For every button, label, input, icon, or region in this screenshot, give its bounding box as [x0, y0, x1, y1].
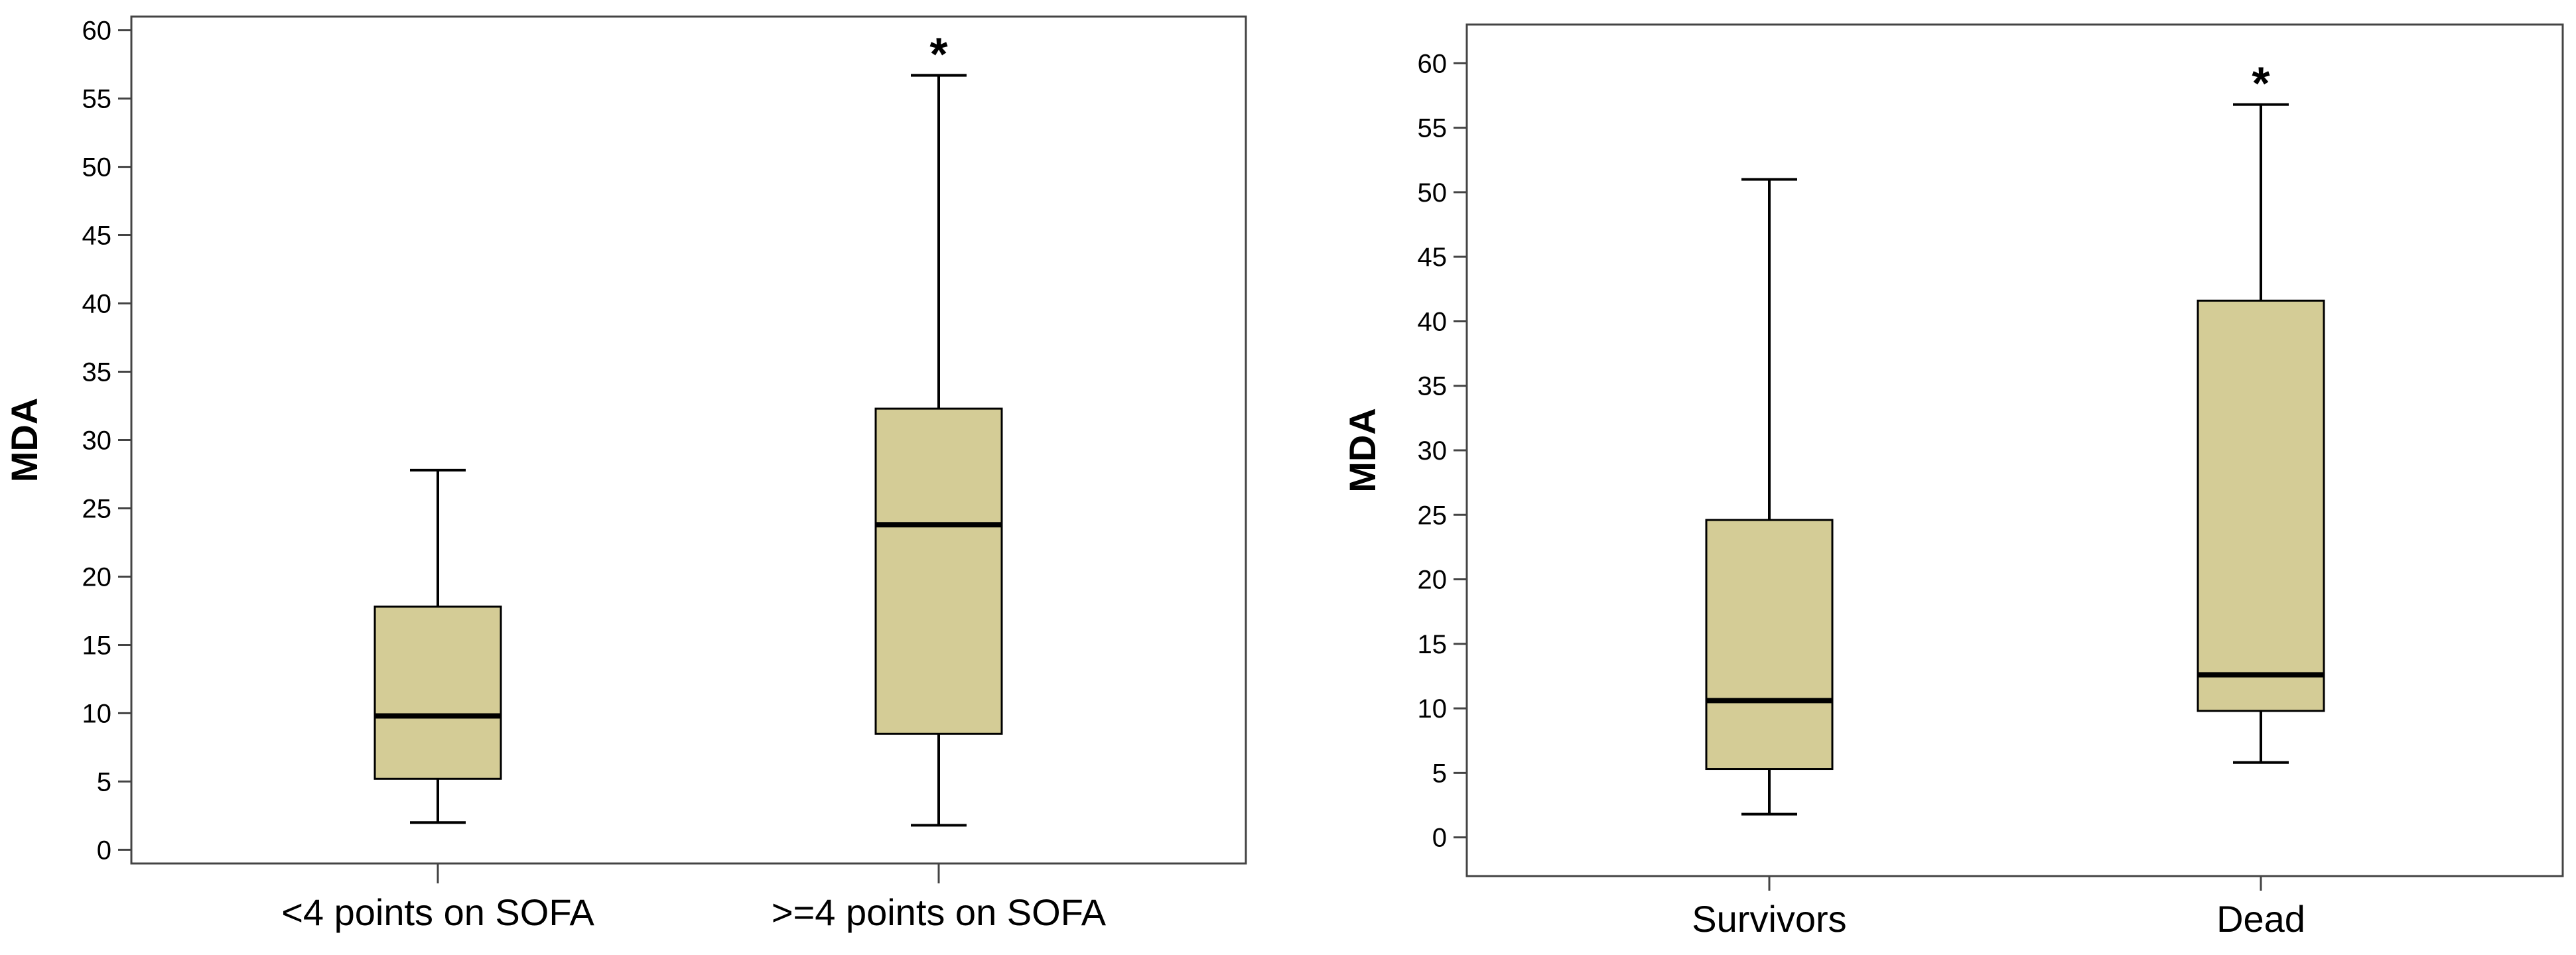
y-tick-label: 5: [1432, 759, 1447, 788]
box-2: *: [874, 29, 1003, 827]
significance-marker: *: [2252, 58, 2270, 109]
plot-frame: [1465, 23, 2564, 877]
y-tick-label: 45: [1418, 243, 1448, 272]
iqr-box: [874, 407, 1003, 735]
y-tick-label: 55: [82, 85, 112, 114]
y-tick-label: 25: [82, 494, 112, 523]
y-tick-label: 0: [1432, 824, 1447, 853]
y-tick-label: 40: [1418, 307, 1448, 336]
y-tick-label: 20: [1418, 566, 1448, 595]
y-axis-label: MDA: [1341, 408, 1383, 493]
significance-marker: *: [929, 29, 948, 80]
x-category-label: Survivors: [1692, 898, 1846, 940]
y-axis-label: MDA: [3, 398, 45, 483]
y-tick-label: 55: [1418, 114, 1448, 143]
y-tick-label: 50: [82, 153, 112, 182]
y-tick-label: 30: [1418, 436, 1448, 466]
y-tick-label: 25: [1418, 501, 1448, 530]
y-tick-label: 0: [97, 836, 111, 865]
box-2: *: [2197, 58, 2325, 764]
y-tick-label: 60: [1418, 49, 1448, 78]
y-tick-label: 15: [1418, 630, 1448, 659]
y-tick-label: 10: [82, 699, 112, 728]
y-tick-label: 35: [82, 358, 112, 387]
box-1: [373, 468, 502, 824]
y-tick-label: 60: [82, 17, 112, 46]
iqr-box: [2197, 299, 2325, 712]
y-tick-label: 50: [1418, 178, 1448, 208]
y-tick-label: 40: [82, 290, 112, 319]
plot-frame: [130, 15, 1247, 865]
y-tick-label: 5: [97, 767, 111, 796]
y-tick-label: 35: [1418, 372, 1448, 401]
chart-2: 0 5 10 15 20 25 30 35 40 45 50 55 60 MDA Survivors * Dea…: [1341, 23, 2564, 940]
y-tick-label: 30: [82, 426, 112, 456]
y-tick-label: 20: [82, 562, 112, 592]
iqr-box: [1705, 519, 1834, 771]
chart-1: 0 5 10 15 20 25 30 35 40 45 50 55 60 MDA <4 points on …: [3, 15, 1247, 933]
y-tick-label: 10: [1418, 694, 1448, 724]
x-category-label: <4 points on SOFA: [281, 891, 594, 933]
y-tick-label: 45: [82, 222, 112, 251]
x-category-label: >=4 points on SOFA: [772, 891, 1107, 933]
box-1: [1705, 178, 1834, 816]
iqr-box: [373, 605, 502, 780]
x-category-label: Dead: [2216, 898, 2305, 940]
y-tick-label: 15: [82, 631, 112, 660]
